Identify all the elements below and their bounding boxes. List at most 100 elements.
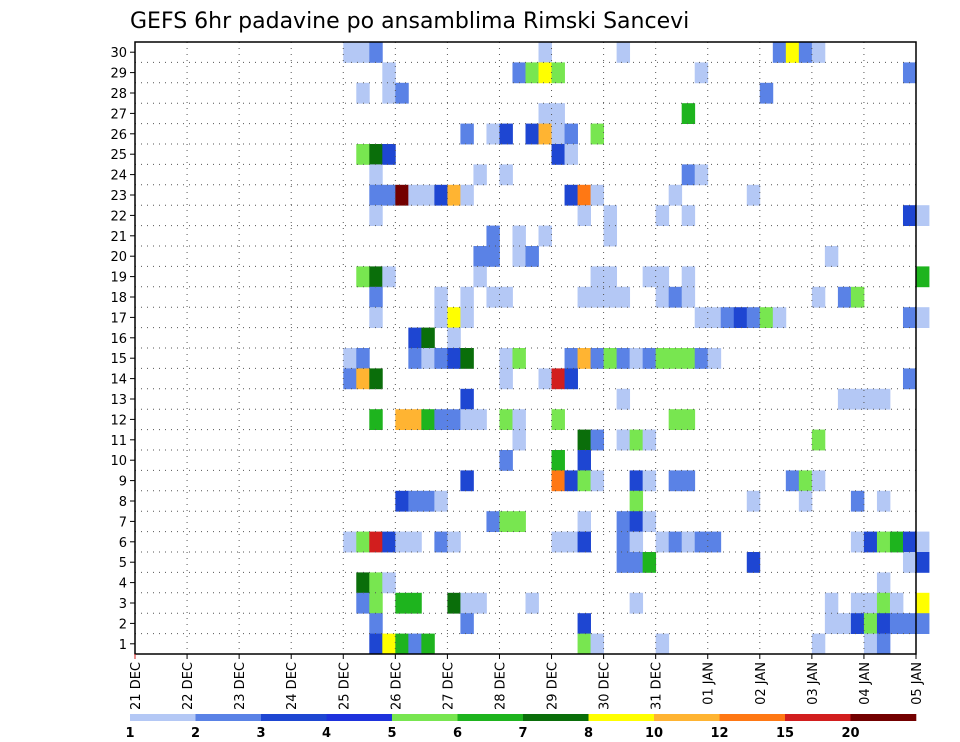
x-tick-label: 04 JAN	[858, 662, 873, 705]
heatmap-cell	[473, 266, 487, 288]
heatmap-cell	[577, 205, 591, 226]
heatmap-cell	[876, 633, 891, 655]
heatmap-cell	[577, 184, 591, 206]
heatmap-cell	[564, 144, 578, 165]
heatmap-cell	[434, 307, 448, 328]
heatmap-cell	[681, 205, 696, 226]
heatmap-cell	[369, 286, 383, 308]
heatmap-cell	[447, 531, 461, 553]
heatmap-cell	[824, 613, 839, 634]
heatmap-cell	[811, 633, 826, 655]
heatmap-cell	[850, 490, 865, 512]
heatmap-cell	[421, 633, 435, 655]
heatmap-cell	[499, 450, 513, 471]
heatmap-cell	[590, 429, 604, 451]
x-tick-label: 01 JAN	[702, 662, 717, 705]
heatmap-cell	[512, 409, 526, 430]
heatmap-cell	[681, 103, 696, 124]
heatmap-cell	[681, 531, 696, 553]
y-tick-label: 20	[110, 250, 127, 265]
heatmap-cell	[824, 592, 839, 614]
heatmap-cell	[551, 531, 565, 553]
heatmap-cell	[850, 388, 865, 410]
colorbar-label: 2	[191, 726, 200, 741]
heatmap-cell	[447, 409, 461, 430]
heatmap-cell	[395, 633, 409, 655]
heatmap-cell	[916, 205, 930, 226]
heatmap-cell	[577, 348, 591, 369]
colorbar-label: 4	[322, 726, 331, 741]
heatmap-cell	[694, 164, 709, 186]
heatmap-cell	[369, 368, 383, 390]
heatmap-cell	[525, 246, 539, 267]
heatmap-cell	[460, 286, 474, 308]
heatmap-cell	[590, 470, 604, 492]
heatmap-cell	[889, 592, 904, 614]
colorbar-swatch	[457, 714, 524, 721]
y-tick-label: 4	[119, 577, 127, 592]
heatmap-cell	[902, 552, 917, 573]
heatmap-cell	[577, 286, 591, 308]
heatmap-cell	[538, 225, 552, 247]
y-tick-label: 9	[119, 475, 127, 490]
x-tick-label: 28 DEC	[493, 662, 508, 710]
heatmap-cell	[434, 286, 448, 308]
heatmap-cell	[642, 552, 657, 573]
heatmap-cell	[421, 327, 435, 349]
heatmap-cell	[408, 633, 422, 655]
heatmap-cell	[668, 286, 683, 308]
heatmap-cell	[668, 409, 683, 430]
heatmap-cell	[538, 42, 552, 63]
heatmap-cell	[707, 307, 722, 328]
colorbar-label: 1	[125, 726, 134, 741]
heatmap-cell	[616, 511, 631, 532]
heatmap-cell	[876, 388, 891, 410]
y-tick-label: 23	[110, 189, 127, 204]
y-tick-label: 16	[110, 332, 127, 347]
heatmap-cell	[577, 450, 591, 471]
heatmap-cell	[785, 470, 800, 492]
x-axis-ticks: 21 DEC 22 DEC 23 DEC 24 DEC 25 DEC 26 DEC 27 D…	[129, 654, 925, 710]
heatmap-cell	[694, 307, 709, 328]
heatmap-cell	[590, 184, 604, 206]
heatmap-cell	[369, 531, 383, 553]
y-tick-label: 11	[110, 434, 127, 449]
heatmap-cell	[707, 531, 722, 553]
heatmap-cell	[655, 266, 670, 288]
heatmap-cell	[850, 613, 865, 634]
colorbar-swatch	[392, 714, 458, 721]
heatmap-cell	[512, 429, 526, 451]
heatmap-cell	[876, 572, 891, 594]
heatmap-cell	[564, 184, 578, 206]
heatmap-cell	[499, 164, 513, 186]
heatmap-cell	[343, 531, 357, 553]
heatmap-cell	[408, 184, 422, 206]
heatmap-cell	[473, 246, 487, 267]
heatmap-cell	[863, 388, 878, 410]
heatmap-cell	[902, 205, 917, 226]
colorbar-legend: 1 2 3 4 5 6 7 8 10 12 15 20	[125, 714, 917, 741]
heatmap-cell	[343, 42, 357, 63]
heatmap-cell	[564, 123, 578, 145]
colorbar-label: 7	[518, 726, 527, 741]
heatmap-cell	[486, 511, 500, 532]
colorbar-label: 12	[710, 726, 728, 741]
heatmap-cell	[642, 266, 657, 288]
heatmap-cell	[551, 144, 565, 165]
heatmap-cell	[798, 470, 813, 492]
heatmap-cell	[356, 266, 370, 288]
heatmap-cell	[525, 592, 539, 614]
heatmap-cell	[629, 531, 644, 553]
heatmap-cell	[642, 470, 657, 492]
heatmap-cell	[902, 531, 917, 553]
heatmap-cell	[356, 144, 370, 165]
heatmap-cell	[434, 348, 448, 369]
x-tick-label: 03 JAN	[806, 662, 821, 705]
heatmap-cell	[798, 490, 813, 512]
heatmap-cell	[434, 409, 448, 430]
y-tick-label: 22	[110, 209, 127, 224]
heatmap-cell	[551, 450, 565, 471]
heatmap-cell	[577, 633, 591, 655]
colorbar-label: 8	[584, 726, 593, 741]
y-tick-label: 17	[110, 311, 127, 326]
